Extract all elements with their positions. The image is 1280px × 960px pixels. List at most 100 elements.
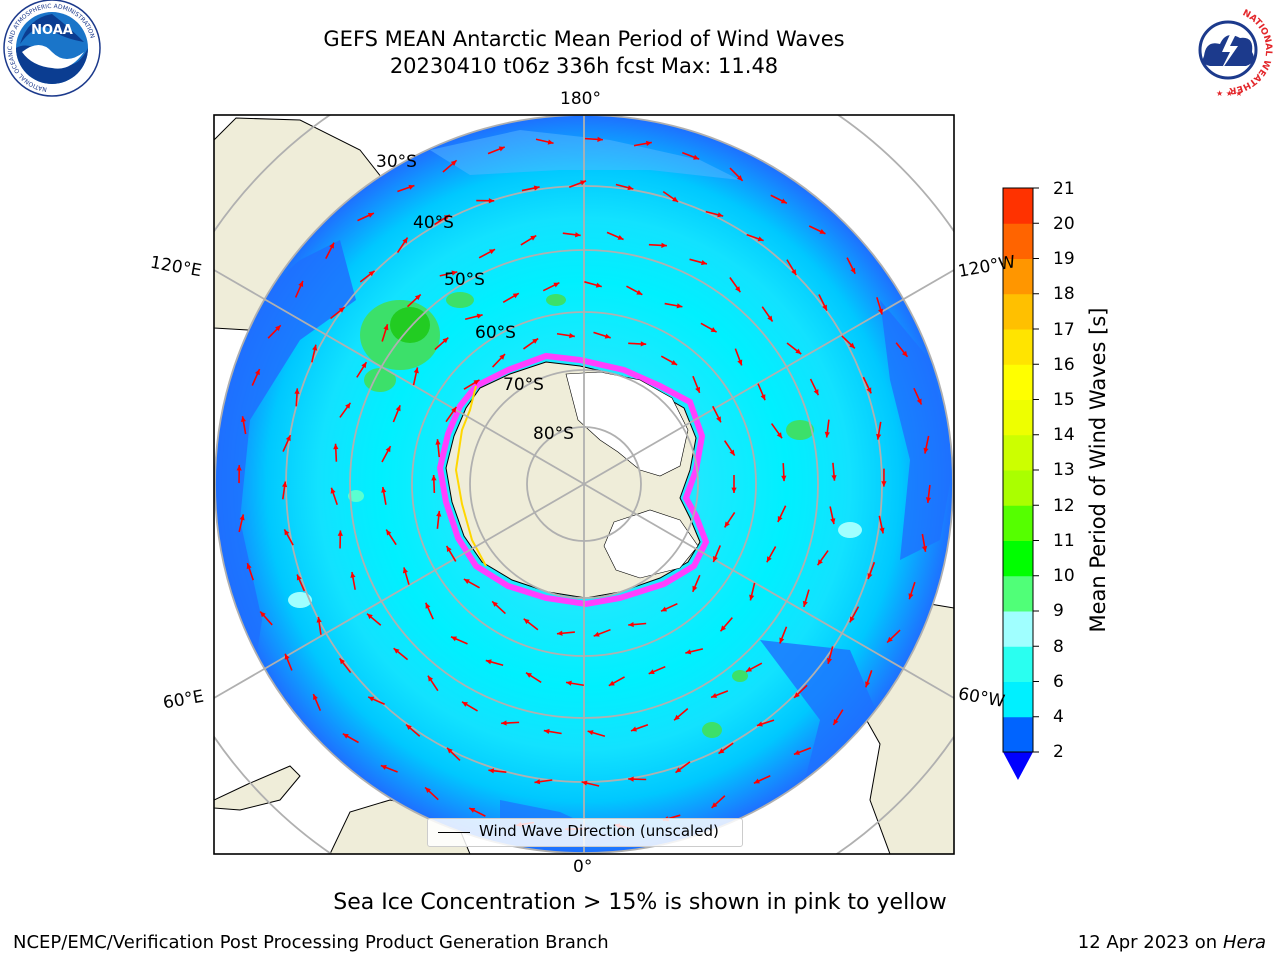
wind-wave-arrow bbox=[568, 180, 587, 189]
wind-wave-arrow bbox=[488, 768, 507, 774]
wind-wave-arrow bbox=[723, 511, 736, 528]
wind-wave-arrow bbox=[841, 335, 856, 349]
wind-wave-arrow bbox=[333, 443, 339, 462]
colorbar-cell bbox=[1003, 188, 1033, 224]
wind-wave-arrow bbox=[542, 281, 560, 292]
wind-wave-arrow bbox=[753, 774, 771, 784]
wind-wave-arrow bbox=[689, 258, 708, 266]
wind-wave-arrow bbox=[476, 198, 495, 204]
wind-wave-arrow bbox=[521, 185, 540, 192]
wind-wave-arrow bbox=[846, 257, 856, 275]
chart-subtitle: 20230410 t06z 336h fcst Max: 11.48 bbox=[389, 54, 779, 78]
wind-wave-arrow bbox=[675, 761, 691, 774]
wind-wave-arrow bbox=[757, 383, 766, 401]
wind-wave-arrow bbox=[608, 676, 625, 687]
colorbar-tick-6: 6 bbox=[1053, 672, 1064, 692]
wind-wave-arrow bbox=[633, 140, 652, 147]
wind-wave-arrow bbox=[881, 468, 887, 487]
wind-wave-arrow bbox=[338, 657, 352, 674]
wind-wave-arrow bbox=[630, 723, 649, 732]
wind-wave-arrow bbox=[648, 665, 666, 675]
wind-wave-arrow bbox=[251, 368, 261, 386]
wind-wave-arrow bbox=[829, 506, 836, 525]
colorbar-tick-12: 12 bbox=[1053, 496, 1075, 516]
wind-wave-arrow bbox=[593, 331, 611, 339]
colorbar-tick-17: 17 bbox=[1053, 320, 1075, 340]
colorbar-tick-16: 16 bbox=[1053, 355, 1075, 375]
wind-wave-arrow bbox=[660, 602, 678, 612]
wind-wave-arrow bbox=[281, 481, 288, 500]
wind-wave-arrow bbox=[520, 234, 537, 246]
colorbar-cell bbox=[1003, 575, 1033, 612]
wind-wave-arrow bbox=[366, 613, 382, 626]
wind-wave-arrow bbox=[350, 571, 356, 590]
wind-wave-arrow bbox=[463, 578, 480, 589]
colorbar-tick-11: 11 bbox=[1053, 531, 1075, 551]
wind-wave-arrow bbox=[770, 423, 783, 439]
wind-wave-arrow bbox=[761, 306, 774, 322]
wind-wave-arrow bbox=[876, 297, 884, 315]
colorbar-tick-19: 19 bbox=[1053, 249, 1075, 269]
wind-wave-arrow bbox=[357, 212, 375, 222]
lat-label-30s: 30°S bbox=[376, 152, 417, 172]
wind-wave-arrow bbox=[381, 486, 387, 505]
footer-host: Hera bbox=[1222, 932, 1266, 953]
wind-wave-arrow bbox=[461, 701, 478, 712]
wind-wave-arrow bbox=[267, 324, 282, 339]
wind-wave-arrow bbox=[587, 730, 606, 738]
wind-wave-arrow bbox=[786, 342, 802, 355]
noaa-logo-text: NOAA bbox=[31, 23, 73, 38]
wind-wave-arrow bbox=[628, 621, 647, 628]
wind-wave-arrow bbox=[464, 313, 483, 321]
wind-wave-arrow bbox=[685, 648, 704, 655]
wind-wave-arrow bbox=[673, 707, 689, 721]
wind-wave-arrow bbox=[913, 387, 923, 405]
wind-wave-arrow bbox=[878, 515, 885, 534]
wind-wave-arrow bbox=[436, 510, 442, 529]
wind-wave-arrow bbox=[921, 533, 928, 552]
wind-wave-arrow bbox=[562, 232, 581, 238]
wind-wave-arrow bbox=[445, 545, 457, 562]
wind-wave-arrow bbox=[450, 635, 468, 645]
wind-wave-arrow bbox=[412, 367, 419, 386]
wind-wave-arrow bbox=[402, 567, 410, 585]
wind-wave-arrow bbox=[808, 225, 826, 235]
wind-wave-arrow bbox=[749, 582, 756, 601]
colorbar-cell bbox=[1003, 611, 1033, 647]
colorbar-cell bbox=[1003, 258, 1033, 295]
wind-wave-arrow bbox=[818, 294, 828, 311]
wind-wave-arrow bbox=[802, 589, 810, 608]
wind-wave-arrow bbox=[380, 764, 398, 773]
wind-wave-arrow bbox=[660, 355, 678, 366]
wind-wave-arrow bbox=[711, 795, 726, 809]
colorbar-cell bbox=[1003, 716, 1033, 753]
wind-wave-arrow bbox=[534, 779, 553, 785]
wind-wave-arrow bbox=[425, 602, 434, 620]
colorbar bbox=[1002, 187, 1039, 780]
wind-wave-arrows bbox=[236, 136, 932, 832]
wind-wave-arrow bbox=[396, 237, 409, 254]
chart-title: GEFS MEAN Antarctic Mean Period of Wind … bbox=[323, 27, 845, 51]
wind-wave-arrow bbox=[294, 280, 304, 298]
wind-wave-arrow bbox=[876, 421, 882, 440]
colorbar-tick-15: 15 bbox=[1053, 390, 1075, 410]
wind-wave-arrow bbox=[705, 210, 724, 218]
madagascar-land bbox=[214, 765, 301, 811]
wind-wave-arrow bbox=[525, 672, 542, 684]
lat-label-40s: 40°S bbox=[413, 213, 454, 233]
wind-wave-arrow bbox=[628, 341, 647, 347]
wind-wave-arrow bbox=[381, 445, 392, 463]
wind-wave-arrow bbox=[487, 146, 506, 155]
wind-wave-arrow bbox=[246, 562, 255, 581]
lat-label-70s: 70°S bbox=[503, 375, 544, 395]
lat-label-60s: 60°S bbox=[475, 323, 516, 343]
colorbar-cell bbox=[1003, 293, 1033, 330]
wind-wave-arrow bbox=[867, 561, 876, 580]
wind-wave-arrow bbox=[330, 487, 338, 506]
wind-wave-arrow bbox=[712, 405, 722, 423]
wind-wave-arrow bbox=[282, 434, 292, 452]
wind-wave-arrow bbox=[316, 616, 322, 635]
wind-wave-arrow bbox=[485, 659, 504, 667]
colorbar-cell bbox=[1003, 505, 1033, 541]
wind-wave-arrow bbox=[682, 151, 700, 160]
